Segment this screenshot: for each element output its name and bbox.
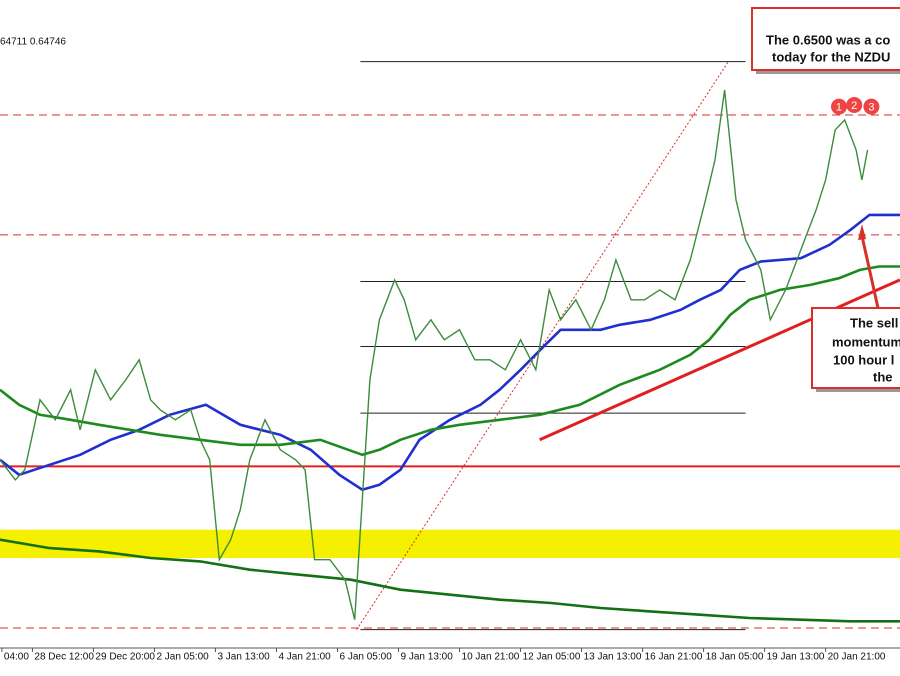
arrow (860, 235, 880, 309)
annotation-text: The 0.6500 was a co (766, 32, 890, 47)
arrow-head (858, 224, 866, 240)
annotation-box (811, 307, 900, 389)
x-tick-label: 19 Jan 13:00 (767, 652, 825, 663)
marker (846, 96, 863, 113)
annotations: The 0.6500 was a co today for the NZDU T… (751, 7, 900, 392)
x-tick-label: 9 Jan 13:00 (401, 652, 454, 663)
annotation-text: momentum (832, 334, 900, 349)
x-tick-label: 2 Jan 05:00 (156, 652, 209, 663)
x-tick-label: 20 Jan 21:00 (828, 652, 886, 663)
x-tick-label: 18 Jan 05:00 (706, 652, 764, 663)
annotation-text: The sell (850, 315, 898, 330)
marker-label: 1 (836, 102, 842, 114)
moving-average (0, 265, 900, 457)
x-tick-label: 16 Jan 21:00 (645, 652, 703, 663)
annotation-text: today for the NZDU (772, 49, 890, 64)
moving-average (0, 538, 900, 623)
x-tick-label: 3 Jan 13:00 (217, 652, 270, 663)
x-tick-label: 04:00 (4, 652, 29, 663)
trendline (539, 278, 900, 442)
price-line (0, 89, 869, 620)
x-tick-label: 6 Jan 05:00 (340, 652, 393, 663)
annotation-text: the (873, 369, 893, 384)
marker-label: 2 (851, 100, 857, 112)
support-band (0, 529, 900, 559)
fib-diagonal (356, 61, 729, 630)
x-tick-label: 10 Jan 21:00 (462, 652, 520, 663)
marker (830, 98, 847, 115)
marker (863, 98, 880, 115)
x-tick-label: 12 Jan 05:00 (523, 652, 581, 663)
x-tick-label: 28 Dec 12:00 (34, 652, 94, 663)
annotation-box (751, 7, 900, 71)
header: 64711 0.64746 (0, 37, 66, 48)
x-tick-label: 13 Jan 13:00 (584, 652, 642, 663)
x-tick-label: 4 Jan 21:00 (278, 652, 331, 663)
annotation-text: 100 hour l (833, 352, 894, 367)
marker-label: 3 (868, 102, 874, 114)
moving-average (0, 213, 900, 492)
plot (0, 61, 900, 631)
x-tick-label: 29 Dec 20:00 (95, 652, 155, 663)
